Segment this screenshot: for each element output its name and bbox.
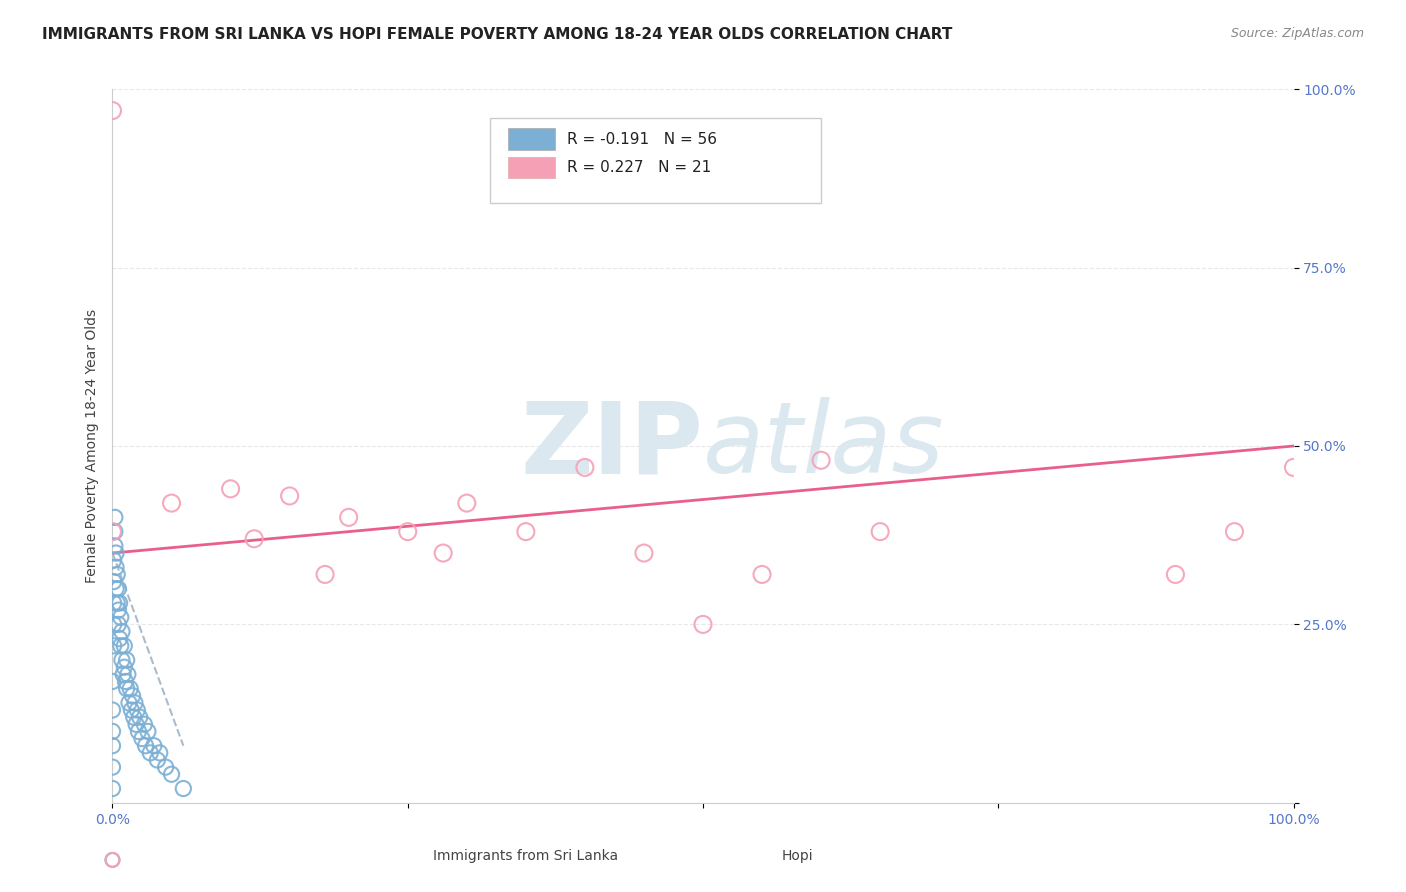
Point — [114, 674, 136, 689]
Point — [107, 582, 129, 596]
Point — [160, 767, 183, 781]
Point — [101, 703, 124, 717]
Point — [101, 674, 124, 689]
Point — [751, 567, 773, 582]
Point — [103, 596, 125, 610]
Text: atlas: atlas — [703, 398, 945, 494]
Point — [103, 617, 125, 632]
Point — [1282, 460, 1305, 475]
Point — [810, 453, 832, 467]
Point — [128, 710, 150, 724]
Point — [1164, 567, 1187, 582]
Point — [101, 853, 124, 867]
Point — [108, 632, 131, 646]
Point — [101, 103, 124, 118]
Point — [105, 560, 128, 574]
Point — [120, 681, 142, 696]
Point — [1223, 524, 1246, 539]
Point — [243, 532, 266, 546]
Point — [115, 681, 138, 696]
Point — [127, 703, 149, 717]
Point — [112, 639, 135, 653]
Text: R = -0.191   N = 56: R = -0.191 N = 56 — [567, 132, 717, 146]
Point — [337, 510, 360, 524]
Point — [314, 567, 336, 582]
Point — [120, 703, 142, 717]
Point — [101, 524, 124, 539]
Text: IMMIGRANTS FROM SRI LANKA VS HOPI FEMALE POVERTY AMONG 18-24 YEAR OLDS CORRELATI: IMMIGRANTS FROM SRI LANKA VS HOPI FEMALE… — [42, 27, 952, 42]
Point — [103, 639, 125, 653]
Text: ZIP: ZIP — [520, 398, 703, 494]
Bar — [508, 157, 555, 178]
Point — [105, 582, 128, 596]
Point — [142, 739, 165, 753]
Point — [139, 746, 162, 760]
Point — [574, 460, 596, 475]
Point — [121, 689, 143, 703]
Point — [136, 724, 159, 739]
Point — [103, 574, 125, 589]
Point — [111, 653, 134, 667]
Point — [104, 510, 127, 524]
Text: Source: ZipAtlas.com: Source: ZipAtlas.com — [1230, 27, 1364, 40]
Point — [155, 760, 177, 774]
Point — [110, 639, 132, 653]
Point — [134, 717, 156, 731]
Point — [101, 739, 124, 753]
Point — [125, 717, 148, 731]
Point — [515, 524, 537, 539]
Point — [104, 524, 127, 539]
Point — [122, 710, 145, 724]
Y-axis label: Female Poverty Among 18-24 Year Olds: Female Poverty Among 18-24 Year Olds — [84, 309, 98, 583]
Point — [869, 524, 891, 539]
Point — [172, 781, 194, 796]
Point — [219, 482, 242, 496]
Point — [692, 617, 714, 632]
Point — [101, 724, 124, 739]
Point — [112, 667, 135, 681]
Text: R = 0.227   N = 21: R = 0.227 N = 21 — [567, 161, 711, 175]
Point — [432, 546, 454, 560]
Point — [101, 760, 124, 774]
Point — [149, 746, 172, 760]
Point — [107, 603, 129, 617]
Point — [131, 731, 153, 746]
Point — [103, 553, 125, 567]
Point — [633, 546, 655, 560]
Text: Hopi: Hopi — [782, 849, 813, 863]
Point — [396, 524, 419, 539]
Point — [107, 617, 129, 632]
Point — [146, 753, 169, 767]
Point — [108, 596, 131, 610]
Point — [105, 596, 128, 610]
Point — [278, 489, 301, 503]
Text: Immigrants from Sri Lanka: Immigrants from Sri Lanka — [433, 849, 619, 863]
Point — [135, 739, 157, 753]
Point — [112, 660, 135, 674]
Bar — [508, 128, 555, 150]
Point — [104, 539, 127, 553]
Point — [456, 496, 478, 510]
Point — [101, 781, 124, 796]
Point — [117, 667, 139, 681]
Point — [127, 724, 149, 739]
Point — [110, 610, 132, 624]
Point — [124, 696, 146, 710]
Point — [105, 546, 128, 560]
Point — [118, 696, 141, 710]
Point — [101, 853, 124, 867]
Point — [105, 567, 128, 582]
FancyBboxPatch shape — [491, 118, 821, 203]
Point — [160, 496, 183, 510]
Point — [111, 624, 134, 639]
Point — [115, 653, 138, 667]
